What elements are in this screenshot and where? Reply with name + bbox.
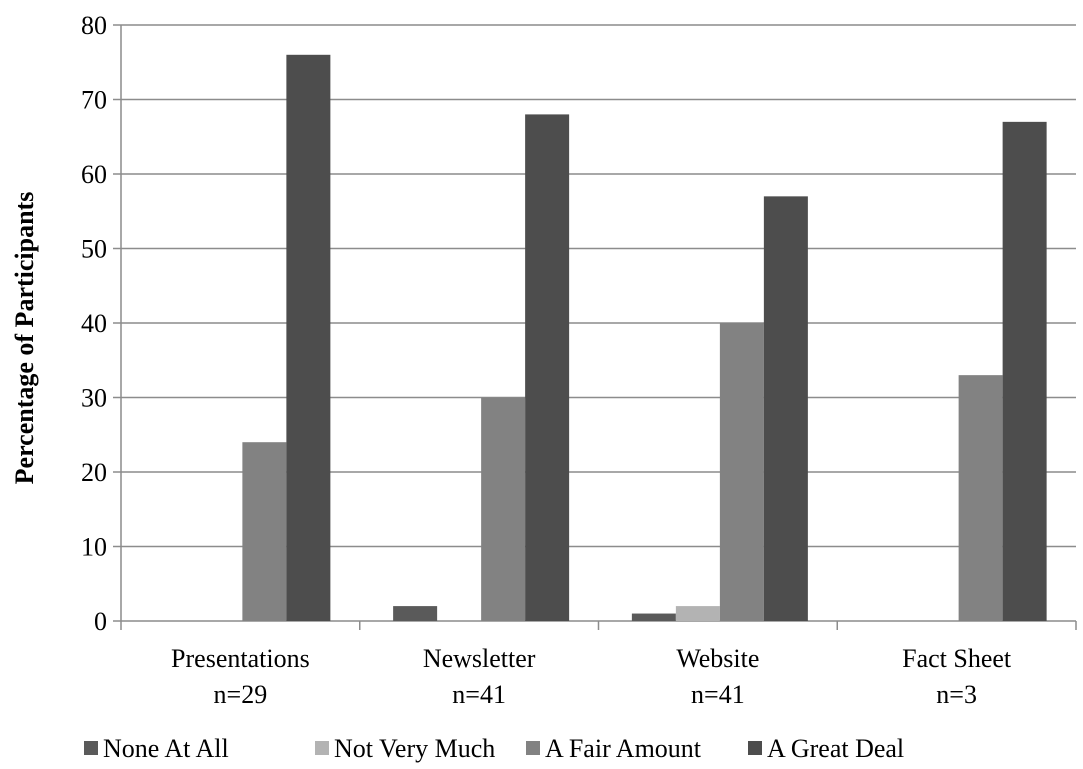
legend-label: A Fair Amount <box>545 734 702 763</box>
x-category-label: Fact Sheet <box>902 644 1012 673</box>
legend-swatch <box>748 741 762 755</box>
legend-label: Not Very Much <box>334 734 495 763</box>
y-tick-label: 70 <box>81 86 107 115</box>
x-category-label: Newsletter <box>423 644 536 673</box>
x-category-n-label: n=3 <box>936 680 977 709</box>
bar <box>286 54 331 622</box>
x-category-n-label: n=41 <box>452 680 506 709</box>
x-category-n-label: n=29 <box>214 680 268 709</box>
axis-labels: 0 10 20 30 40 50 60 70 80 Presentations n=29 Newsle… <box>81 11 1012 709</box>
y-tick-label: 50 <box>81 235 107 264</box>
y-tick-label: 20 <box>81 458 107 487</box>
x-category-label: Website <box>676 644 759 673</box>
x-category-label: Presentations <box>171 644 310 673</box>
legend-label: None At All <box>103 734 229 763</box>
y-tick-label: 0 <box>94 607 107 636</box>
legend: None At All Not Very Much A Fair Amount A G… <box>84 734 904 763</box>
legend-swatch <box>526 741 540 755</box>
bars <box>242 54 1047 622</box>
legend-swatch <box>315 741 329 755</box>
bar <box>481 397 526 621</box>
bar <box>719 323 764 621</box>
y-tick-label: 60 <box>81 160 107 189</box>
y-tick-label: 40 <box>81 309 107 338</box>
y-axis-title: Percentage of Participants <box>10 192 39 485</box>
bar <box>525 114 570 622</box>
bar <box>763 196 808 621</box>
legend-label: A Great Deal <box>767 734 904 763</box>
y-tick-label: 30 <box>81 384 107 413</box>
x-category-n-label: n=41 <box>691 680 745 709</box>
bar <box>242 442 287 621</box>
bar <box>958 375 1003 621</box>
bar <box>675 606 720 621</box>
bar <box>1002 121 1047 621</box>
legend-swatch <box>84 741 98 755</box>
y-tick-label: 80 <box>81 11 107 40</box>
bar <box>631 613 676 621</box>
y-tick-label: 10 <box>81 533 107 562</box>
bar <box>393 606 438 621</box>
